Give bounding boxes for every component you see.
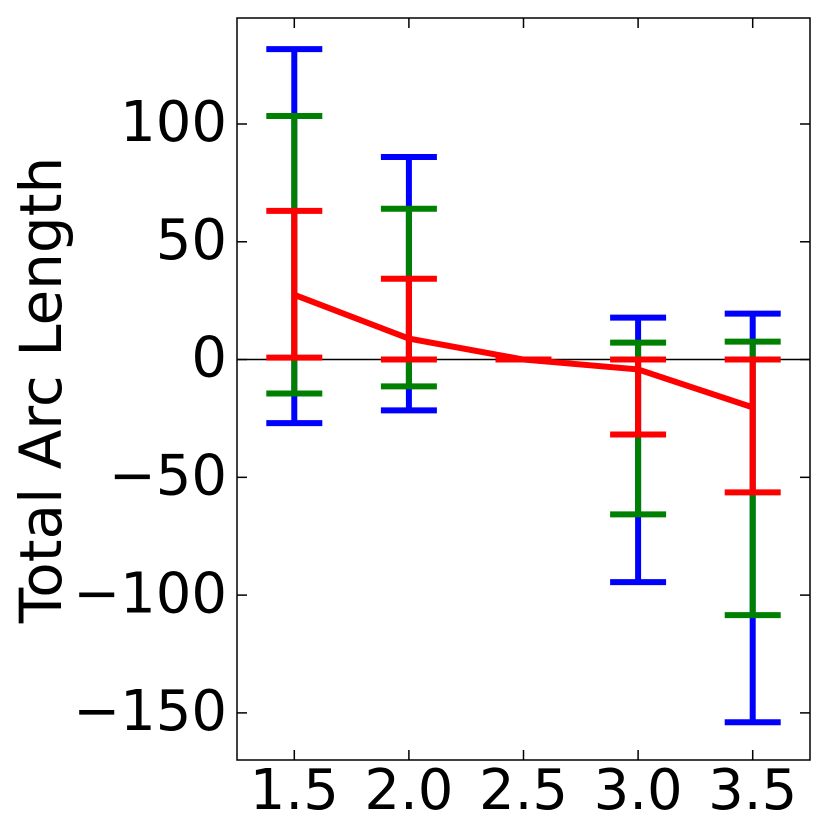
y-tick-label: −50 — [109, 443, 227, 508]
y-axis-label: Total Arc Length — [7, 157, 75, 625]
x-tick-label: 2.5 — [479, 758, 568, 823]
x-tick-label: 3.5 — [708, 758, 797, 823]
y-tick-label: 50 — [156, 208, 227, 273]
x-tick-label: 1.5 — [250, 758, 339, 823]
y-tick-label: 0 — [191, 326, 227, 391]
y-tick-label: 100 — [120, 90, 227, 155]
y-tick-label: −100 — [73, 561, 227, 626]
plot-frame — [236, 17, 811, 761]
x-tick-label: 3.0 — [594, 758, 683, 823]
y-tick-label: −150 — [73, 679, 227, 744]
mean-line — [293, 291, 754, 411]
x-tick-label: 2.0 — [364, 758, 453, 823]
